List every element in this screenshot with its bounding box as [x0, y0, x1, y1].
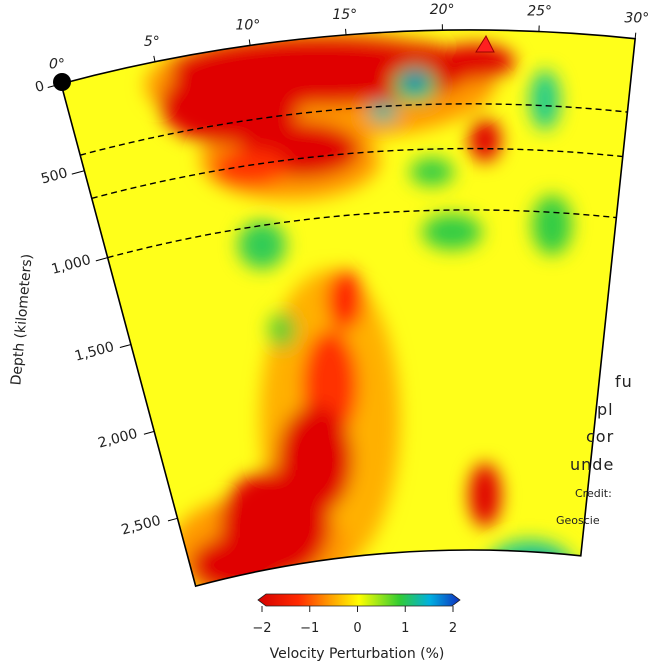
- credit-line: Credit:: [575, 487, 612, 500]
- longitude-tick: [635, 33, 636, 39]
- colorbar-label: −2: [252, 621, 271, 636]
- origin-marker: [53, 73, 71, 91]
- longitude-label: 10°: [235, 18, 260, 34]
- longitude-label: 20°: [430, 2, 455, 18]
- caption-line: unde: [570, 455, 614, 474]
- depth-tick: [120, 345, 131, 348]
- credit-line: Geoscie: [556, 514, 600, 527]
- depth-label: 2,000: [96, 426, 139, 452]
- colorbar-label: 1: [401, 621, 409, 636]
- depth-tick: [144, 431, 154, 434]
- depth-label: 1,500: [73, 339, 116, 365]
- longitude-label: 15°: [332, 7, 357, 23]
- depth-tick: [72, 171, 85, 174]
- longitude-label: 0°: [49, 56, 65, 72]
- depth-label: 500: [39, 165, 69, 187]
- depth-label: 2,500: [120, 513, 163, 539]
- depth-label: 1,000: [50, 252, 93, 278]
- colorbar-title: Velocity Perturbation (%): [270, 646, 445, 662]
- depth-label: 0: [33, 78, 46, 96]
- caption-line: pl: [597, 400, 614, 419]
- caption-line: cor: [586, 427, 614, 446]
- colorbar-label: −1: [300, 621, 319, 636]
- depth-tick: [96, 258, 108, 261]
- colorbar-label: 2: [449, 621, 457, 636]
- longitude-tick: [249, 39, 250, 45]
- colorbar-label: 0: [353, 621, 361, 636]
- tomography: [0, 0, 672, 667]
- colorbar: [258, 594, 460, 606]
- figure: 0° 5° 10° 15° 20° 25° 30° 0 500 1,000 1,500 2,000 2,…: [0, 0, 672, 667]
- depth-tick: [168, 518, 178, 521]
- longitude-label: 25°: [527, 4, 552, 20]
- depth-axis-title: Depth (kilometers): [8, 253, 35, 386]
- caption-line: fu: [615, 372, 633, 391]
- longitude-tick: [154, 56, 155, 62]
- longitude-label: 30°: [624, 11, 649, 27]
- longitude-label: 5°: [144, 34, 160, 50]
